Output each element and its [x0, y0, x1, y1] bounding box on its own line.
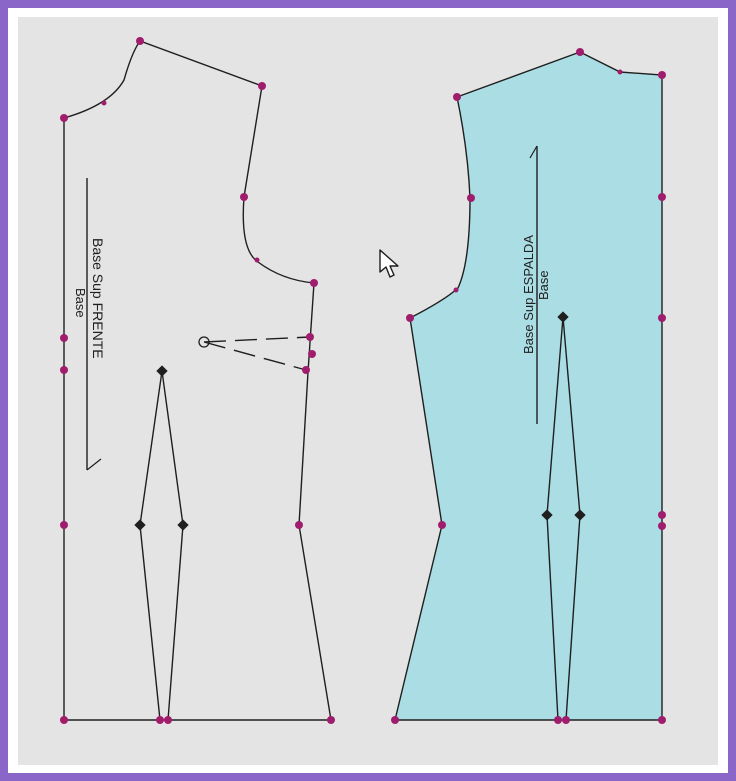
- front-point: [60, 114, 68, 122]
- front-dart-marker: [134, 519, 146, 531]
- arrow-cursor-icon: [379, 249, 399, 278]
- front-piece[interactable]: Base Sup FRENTE Base: [60, 37, 335, 724]
- front-point: [60, 334, 68, 342]
- back-point: [658, 193, 666, 201]
- back-piece-outline[interactable]: [394, 51, 663, 721]
- front-point: [101, 100, 107, 106]
- back-point: [658, 314, 666, 322]
- front-points: [60, 37, 335, 724]
- front-point: [156, 716, 164, 724]
- front-point: [310, 279, 318, 287]
- front-point: [327, 716, 335, 724]
- back-point: [658, 511, 666, 519]
- front-point: [254, 257, 260, 263]
- back-point: [453, 93, 461, 101]
- front-point: [308, 350, 316, 358]
- front-point: [302, 366, 310, 374]
- back-piece[interactable]: Base Sup ESPALDA Base: [391, 48, 666, 724]
- front-waist-dart[interactable]: [139, 370, 184, 721]
- back-point: [438, 521, 446, 529]
- back-grainline-arrow: [529, 145, 538, 159]
- back-point: [391, 716, 399, 724]
- back-point: [467, 194, 475, 202]
- back-point: [658, 716, 666, 724]
- back-point: [617, 69, 623, 75]
- back-point: [658, 522, 666, 530]
- front-grainline-arrow: [86, 458, 102, 471]
- back-point: [562, 716, 570, 724]
- front-piece-title: Base Sup FRENTE: [90, 238, 106, 359]
- front-point: [258, 82, 266, 90]
- front-point: [164, 716, 172, 724]
- back-dart-marker: [574, 509, 586, 521]
- front-piece-subtitle: Base: [73, 288, 88, 318]
- front-point: [306, 333, 314, 341]
- back-piece-title: Base Sup ESPALDA: [521, 235, 536, 354]
- front-point: [295, 521, 303, 529]
- front-side-dart-apex: [198, 336, 210, 348]
- front-point: [60, 716, 68, 724]
- front-dart-marker: [156, 365, 168, 377]
- back-piece-subtitle: Base: [536, 270, 551, 300]
- front-point: [240, 193, 248, 201]
- front-dart-marker: [177, 519, 189, 531]
- back-dart-marker: [541, 509, 553, 521]
- front-side-dart[interactable]: [203, 336, 311, 371]
- back-dart-markers: [541, 311, 586, 521]
- back-point: [406, 314, 414, 322]
- front-point: [60, 366, 68, 374]
- back-points: [391, 48, 666, 724]
- front-point: [136, 37, 144, 45]
- front-piece-outline[interactable]: [63, 40, 332, 721]
- back-point: [453, 287, 459, 293]
- back-dart-marker: [557, 311, 569, 323]
- back-point: [658, 71, 666, 79]
- front-dart-markers: [134, 365, 189, 531]
- front-point: [60, 521, 68, 529]
- back-point: [554, 716, 562, 724]
- back-point: [576, 48, 584, 56]
